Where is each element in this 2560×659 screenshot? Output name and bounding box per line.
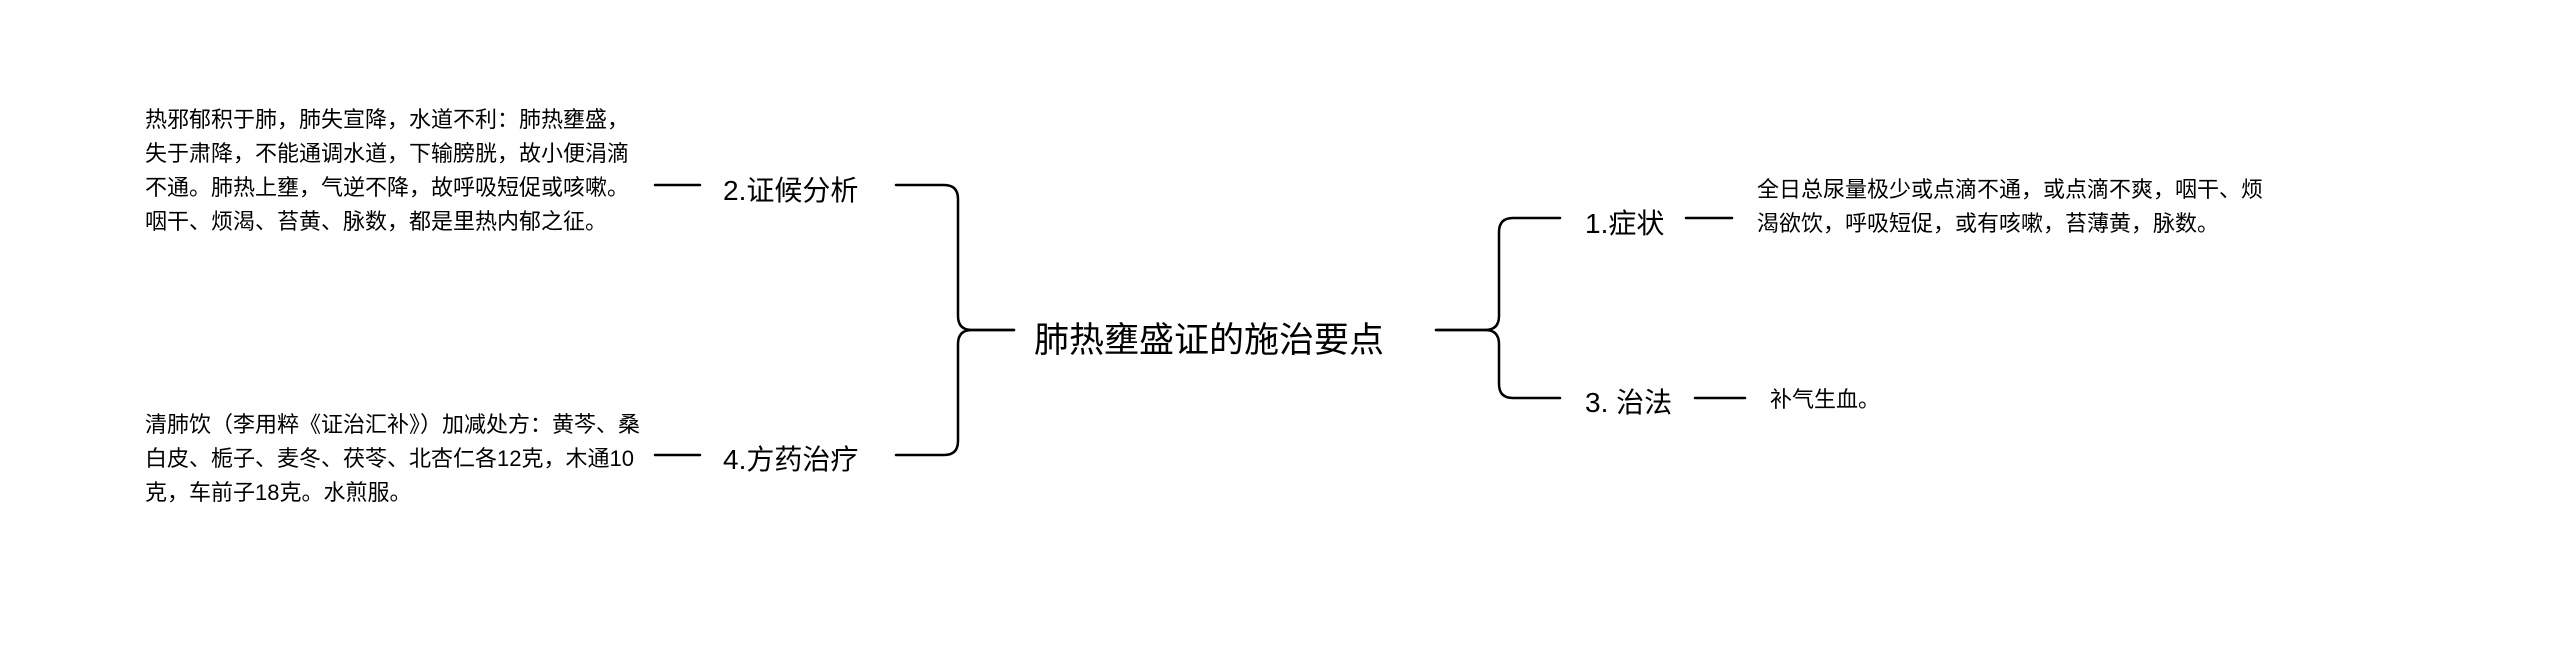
leaf-treatment: 补气生血。	[1770, 383, 2070, 417]
leaf-analysis: 热邪郁积于肺，肺失宣降，水道不利：肺热壅盛，失于肃降，不能通调水道，下输膀胱，故…	[145, 103, 645, 239]
mindmap-center: 肺热壅盛证的施治要点	[1034, 312, 1384, 363]
branch-treatment: 3. 治法	[1585, 381, 1672, 421]
branch-analysis: 2.证候分析	[723, 169, 858, 209]
leaf-symptoms: 全日总尿量极少或点滴不通，或点滴不爽，咽干、烦渴欲饮，呼吸短促，或有咳嗽，苔薄黄…	[1757, 173, 2267, 241]
leaf-prescription: 清肺饮（李用粹《证治汇补》）加减处方：黄芩、桑白皮、栀子、麦冬、茯苓、北杏仁各1…	[145, 408, 645, 510]
branch-symptoms: 1.症状	[1585, 202, 1664, 242]
branch-prescription: 4.方药治疗	[723, 438, 858, 478]
